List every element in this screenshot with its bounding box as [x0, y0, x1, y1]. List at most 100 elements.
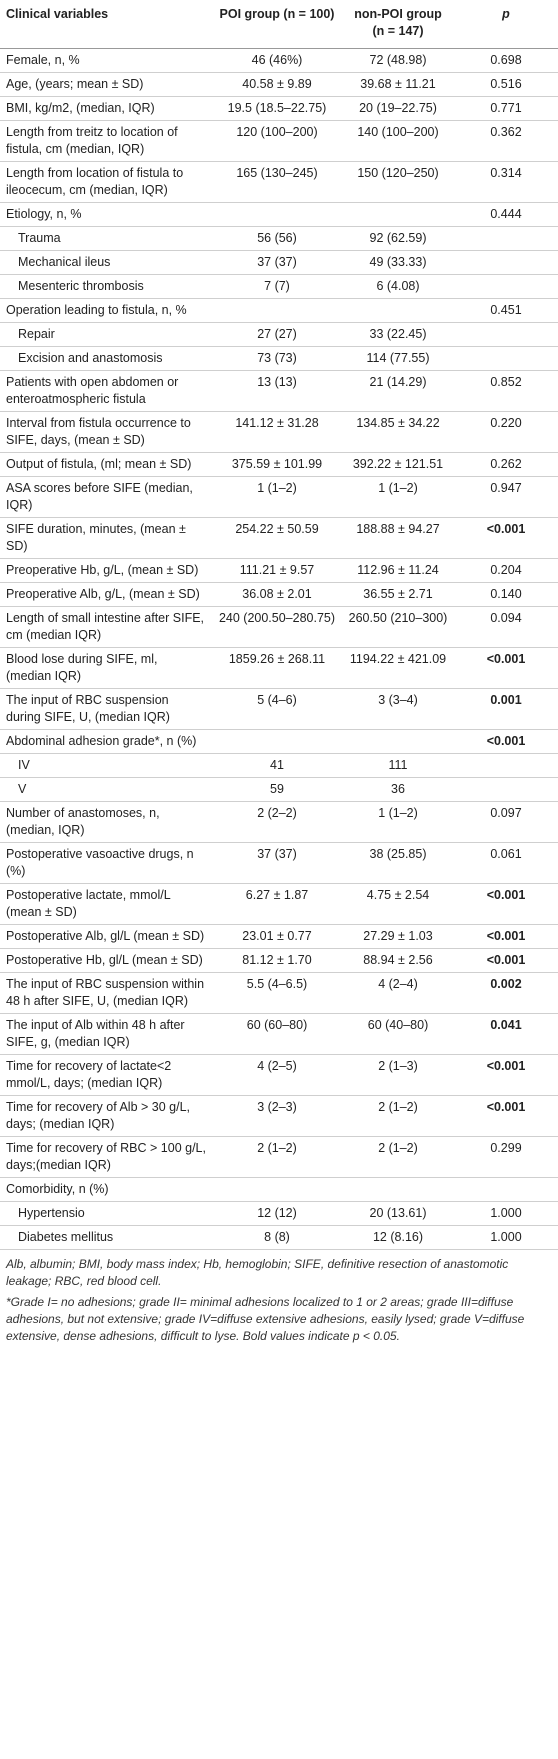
table-cell [212, 1177, 342, 1202]
table-cell: 0.698 [454, 48, 558, 73]
table-row: Diabetes mellitus 8 (8) 12 (8.16) 1.000 [0, 1225, 558, 1250]
table-cell: 4.75 ± 2.54 [342, 883, 454, 925]
table-cell: 12 (8.16) [342, 1225, 454, 1250]
table-cell: 49 (33.33) [342, 250, 454, 275]
footnote: Alb, albumin; BMI, body mass index; Hb, … [6, 1257, 509, 1288]
table-row: The input of RBC suspension during SIFE,… [0, 688, 558, 730]
table-cell: 0.947 [454, 476, 558, 518]
header-cell: p [454, 0, 558, 49]
table-cell: 0.771 [454, 96, 558, 121]
table-row: Preoperative Alb, g/L, (mean ± SD) 36.08 … [0, 582, 558, 607]
table-cell: 13 (13) [212, 370, 342, 412]
table-row: Hypertensio 12 (12) 20 (13.61) 1.000 [0, 1201, 558, 1226]
table-row: The input of RBC suspension within 48 h … [0, 972, 558, 1014]
table-cell: 2 (1–2) [342, 1136, 454, 1178]
table-cell: BMI, kg/m2, (median, IQR) [0, 96, 212, 121]
table-row: SIFE duration, minutes, (mean ± SD) 254.2… [0, 517, 558, 559]
table-cell: 19.5 (18.5–22.75) [212, 96, 342, 121]
table-cell: ASA scores before SIFE (median, IQR) [0, 476, 212, 518]
table-cell: 27.29 ± 1.03 [342, 924, 454, 949]
table-cell: Hypertensio [0, 1201, 212, 1226]
table-cell: 1 (1–2) [212, 476, 342, 518]
table-cell: 0.002 [454, 972, 558, 1014]
table-cell: Interval from fistula occurrence to SIFE… [0, 411, 212, 453]
table-cell: 0.204 [454, 558, 558, 583]
table-cell: 36.08 ± 2.01 [212, 582, 342, 607]
table-row: Patients with open abdomen or enteroatmo… [0, 370, 558, 412]
table-cell: Postoperative vasoactive drugs, n (%) [0, 842, 212, 884]
table-row: Abdominal adhesion grade*, n (%) <0.001 [0, 729, 558, 754]
table-row: Trauma 56 (56) 92 (62.59) [0, 226, 558, 251]
table-row: Time for recovery of Alb > 30 g/L, days;… [0, 1095, 558, 1137]
table-cell: 1 (1–2) [342, 476, 454, 518]
table-cell: <0.001 [454, 729, 558, 754]
table-cell: Excision and anastomosis [0, 346, 212, 371]
table-row: The input of Alb within 48 h after SIFE,… [0, 1013, 558, 1055]
table-cell: Length from treitz to location of fistul… [0, 120, 212, 162]
table-cell: 7 (7) [212, 274, 342, 299]
table-cell: 188.88 ± 94.27 [342, 517, 454, 559]
table-cell: Postoperative Alb, gl/L (mean ± SD) [0, 924, 212, 949]
table-cell: Diabetes mellitus [0, 1225, 212, 1250]
table-cell: 0.314 [454, 161, 558, 203]
table-cell: 0.516 [454, 72, 558, 97]
table-cell: The input of RBC suspension during SIFE,… [0, 688, 212, 730]
table-cell: Comorbidity, n (%) [0, 1177, 212, 1202]
header-cell: POI group (n = 100) [212, 0, 342, 49]
table-cell: 375.59 ± 101.99 [212, 452, 342, 477]
table-row: ASA scores before SIFE (median, IQR) 1 (1… [0, 476, 558, 518]
table-cell [454, 1177, 558, 1202]
header-cell: non-POI group (n = 147) [342, 0, 454, 49]
table-cell: Preoperative Alb, g/L, (mean ± SD) [0, 582, 212, 607]
table-cell: 0.451 [454, 298, 558, 323]
table-cell: V [0, 777, 212, 802]
table-cell [454, 777, 558, 802]
footnotes: Alb, albumin; BMI, body mass index; Hb, … [0, 1250, 558, 1345]
table-cell: 165 (130–245) [212, 161, 342, 203]
table-cell: 0.097 [454, 801, 558, 843]
table-cell: 4 (2–5) [212, 1054, 342, 1096]
table-cell: 0.299 [454, 1136, 558, 1178]
table-cell: 2 (1–2) [342, 1095, 454, 1137]
table-row: Repair 27 (27) 33 (22.45) [0, 322, 558, 347]
table-cell: The input of RBC suspension within 48 h … [0, 972, 212, 1014]
table-cell [454, 226, 558, 251]
table-row: Length from location of fistula to ileoc… [0, 161, 558, 203]
table-cell: 114 (77.55) [342, 346, 454, 371]
table-cell: 0.220 [454, 411, 558, 453]
table-cell: Preoperative Hb, g/L, (mean ± SD) [0, 558, 212, 583]
table-row: Comorbidity, n (%) [0, 1177, 558, 1202]
table-cell: 150 (120–250) [342, 161, 454, 203]
table-cell: Length of small intestine after SIFE, cm… [0, 606, 212, 648]
table-cell: <0.001 [454, 517, 558, 559]
table-cell: 12 (12) [212, 1201, 342, 1226]
table-cell: Postoperative lactate, mmol/L (mean ± SD… [0, 883, 212, 925]
table-cell: Output of fistula, (ml; mean ± SD) [0, 452, 212, 477]
table-cell: 0.444 [454, 202, 558, 227]
table-cell: 60 (60–80) [212, 1013, 342, 1055]
table-row: Operation leading to fistula, n, % 0.451 [0, 298, 558, 323]
table-cell: 1194.22 ± 421.09 [342, 647, 454, 689]
table-cell: 260.50 (210–300) [342, 606, 454, 648]
table-cell: Mesenteric thrombosis [0, 274, 212, 299]
table-cell: 0.362 [454, 120, 558, 162]
table-cell: <0.001 [454, 647, 558, 689]
table-row: Time for recovery of lactate<2 mmol/L, d… [0, 1054, 558, 1096]
table-row: Number of anastomoses, n, (median, IQR) 2… [0, 801, 558, 843]
table-cell: 0.041 [454, 1013, 558, 1055]
table-cell: Number of anastomoses, n, (median, IQR) [0, 801, 212, 843]
table-cell: 39.68 ± 11.21 [342, 72, 454, 97]
table-cell: Operation leading to fistula, n, % [0, 298, 212, 323]
table-cell [212, 202, 342, 227]
table-cell: 111.21 ± 9.57 [212, 558, 342, 583]
table-cell: Time for recovery of Alb > 30 g/L, days;… [0, 1095, 212, 1137]
table-cell: 20 (13.61) [342, 1201, 454, 1226]
table-cell: 36 [342, 777, 454, 802]
table-cell: <0.001 [454, 924, 558, 949]
table-cell: <0.001 [454, 948, 558, 973]
table-cell: 46 (46%) [212, 48, 342, 73]
table-row: BMI, kg/m2, (median, IQR) 19.5 (18.5–22.7… [0, 96, 558, 121]
table-cell: Trauma [0, 226, 212, 251]
table-cell [454, 250, 558, 275]
